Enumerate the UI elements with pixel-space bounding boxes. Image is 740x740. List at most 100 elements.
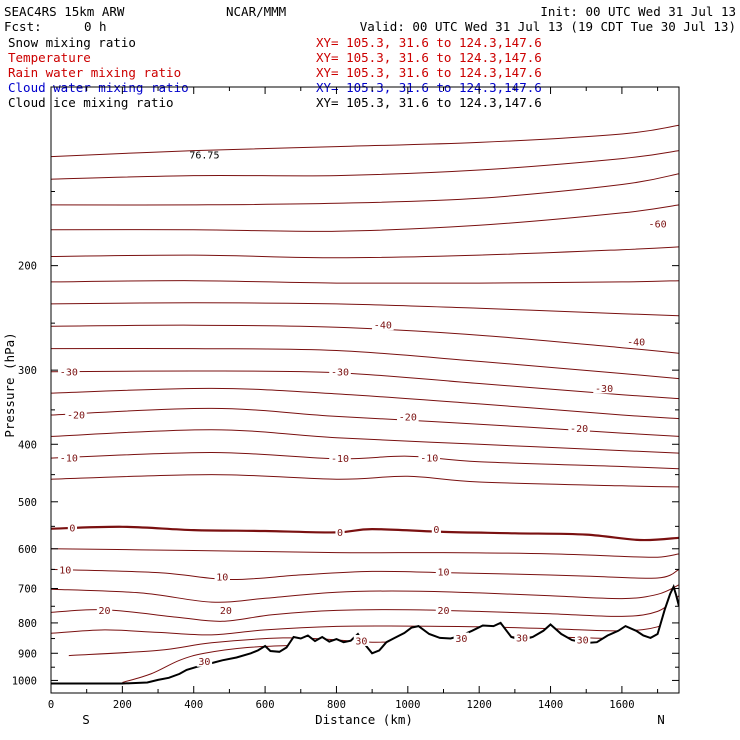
contour-label-bg bbox=[58, 365, 80, 377]
y-tick-label: 900 bbox=[18, 648, 37, 660]
contour-label-bg bbox=[329, 365, 351, 377]
isotherm-line-minus45 bbox=[51, 302, 679, 317]
contour-label-bg bbox=[514, 631, 530, 643]
north-label: N bbox=[657, 712, 665, 727]
y-tick-label: 700 bbox=[18, 584, 37, 596]
x-tick-label: 1200 bbox=[467, 699, 492, 711]
contour-label: -40 bbox=[627, 338, 645, 349]
y-tick-label: 1000 bbox=[12, 675, 37, 687]
x-tick-label: 600 bbox=[256, 699, 275, 711]
plot-content: 76.75 -60 -40 -40 -30 -30 -30 -20 -20 -20 -10 -10 -1… bbox=[51, 124, 679, 693]
contour-label: -20 bbox=[399, 413, 417, 424]
y-axis-title: Pressure (hPa) bbox=[2, 332, 17, 437]
contour-label: -10 bbox=[60, 454, 78, 465]
x-axis-title: Distance (km) bbox=[315, 712, 413, 727]
x-tick-label: 800 bbox=[327, 699, 346, 711]
isotherm-line-minus60 bbox=[51, 204, 679, 232]
contour-label: -30 bbox=[60, 367, 78, 378]
legend-xy-rain: XY= 105.3, 31.6 to 124.3,147.6 bbox=[316, 65, 542, 80]
contour-label-bg bbox=[435, 604, 452, 616]
isotherm-line-minus35 bbox=[51, 347, 679, 380]
contour-label: -40 bbox=[374, 321, 392, 332]
contour-label: -30 bbox=[331, 367, 349, 378]
contour-label-bg bbox=[96, 604, 113, 616]
contour-label: 0 bbox=[433, 525, 439, 536]
isotherm-line-0 bbox=[51, 525, 679, 542]
isotherm-line-minus5 bbox=[51, 474, 679, 488]
contour-label-bg bbox=[625, 336, 647, 348]
terrain-line bbox=[51, 583, 679, 685]
contour-label: 10 bbox=[59, 565, 71, 576]
contour-label: -20 bbox=[67, 410, 85, 421]
isotherm-line-minus10 bbox=[51, 451, 679, 470]
contour-label: -10 bbox=[420, 454, 438, 465]
contour-label: 20 bbox=[437, 606, 449, 617]
contour-label: 20 bbox=[220, 606, 232, 617]
plot-frame bbox=[50, 86, 680, 694]
legend-name-rain: Rain water mixing ratio bbox=[8, 65, 181, 80]
contour-label-bg bbox=[593, 382, 615, 394]
isotherm-line-minus50 bbox=[51, 280, 679, 284]
isotherm-line-minus75 bbox=[51, 124, 679, 158]
contour-label-bg bbox=[453, 632, 470, 644]
legend-name-cloud-ice: Cloud ice mixing ratio bbox=[8, 95, 174, 110]
y-tick-label: 600 bbox=[18, 544, 37, 556]
isotherm-line-minus15 bbox=[51, 429, 679, 454]
contour-label: 0 bbox=[337, 528, 343, 539]
contour-label: 30 bbox=[355, 636, 367, 647]
contour-label-bg bbox=[196, 655, 213, 667]
legend-xy-temperature: XY= 105.3, 31.6 to 124.3,147.6 bbox=[316, 50, 542, 65]
legend: Snow mixing ratio XY= 105.3, 31.6 to 124… bbox=[8, 35, 542, 110]
contour-label-bg bbox=[67, 521, 78, 533]
contour-label-bg bbox=[431, 523, 441, 535]
forecast-label: Fcst: bbox=[4, 19, 42, 34]
contour-label: -20 bbox=[570, 424, 588, 435]
contour-label-bg bbox=[335, 526, 345, 538]
plot-layer: 76.75 -60 -40 -40 -30 -30 -30 -20 -20 -20 -10 -10 -1… bbox=[51, 124, 679, 693]
contour-label: -30 bbox=[595, 384, 613, 395]
contour-label-bg bbox=[57, 563, 73, 575]
contour-label: -60 bbox=[649, 219, 667, 230]
x-tick-label: 200 bbox=[113, 699, 132, 711]
isotherm-line-minus25 bbox=[51, 387, 679, 420]
isotherm-line-minus55 bbox=[51, 246, 679, 259]
isotherm-line-20 bbox=[51, 595, 679, 622]
y-tick-label: 200 bbox=[18, 261, 37, 273]
contour-label: -10 bbox=[331, 454, 349, 465]
isotherm-line-minus40 bbox=[51, 324, 679, 354]
contour-label: 20 bbox=[98, 606, 110, 617]
contour-label-bg bbox=[418, 452, 441, 464]
model-title: SEAC4RS 15km ARW bbox=[4, 4, 125, 19]
isotherm-line-15 bbox=[51, 584, 679, 603]
south-label: S bbox=[82, 712, 90, 727]
isotherm-line-25 bbox=[51, 614, 679, 636]
x-tick-label: 1600 bbox=[609, 699, 634, 711]
contour-label-bg bbox=[372, 319, 394, 331]
contour-label-bg bbox=[574, 634, 591, 646]
contour-label-bg bbox=[58, 452, 80, 464]
y-tick-label: 800 bbox=[18, 618, 37, 630]
y-tick-label: 300 bbox=[18, 365, 37, 377]
contour-label-bg bbox=[65, 408, 87, 420]
contour-label-bg bbox=[435, 566, 452, 578]
isotherm-line-10 bbox=[51, 568, 679, 581]
contour-label: 30 bbox=[198, 657, 210, 668]
contour-label-bg bbox=[397, 411, 419, 423]
contour-label: 10 bbox=[216, 573, 228, 584]
contour-label-bg bbox=[329, 452, 351, 464]
contour-label: 30 bbox=[516, 633, 528, 644]
legend-xy-snow: XY= 105.3, 31.6 to 124.3,147.6 bbox=[316, 35, 542, 50]
isotherm-line-minus20 bbox=[51, 407, 679, 437]
y-tick-label: 500 bbox=[18, 497, 37, 509]
legend-name-snow: Snow mixing ratio bbox=[8, 35, 136, 50]
snow-max-label: 76.75 bbox=[189, 151, 219, 162]
contour-label-bg bbox=[568, 422, 590, 434]
forecast-value: 0 h bbox=[84, 19, 107, 34]
x-tick-label: 1000 bbox=[395, 699, 420, 711]
isotherm-line-minus65 bbox=[51, 173, 679, 206]
legend-xy-cloud-ice: XY= 105.3, 31.6 to 124.3,147.6 bbox=[316, 95, 542, 110]
contour-label-bg bbox=[214, 571, 230, 583]
isotherm-line-35 bbox=[122, 644, 294, 683]
contour-label: 0 bbox=[69, 523, 75, 534]
